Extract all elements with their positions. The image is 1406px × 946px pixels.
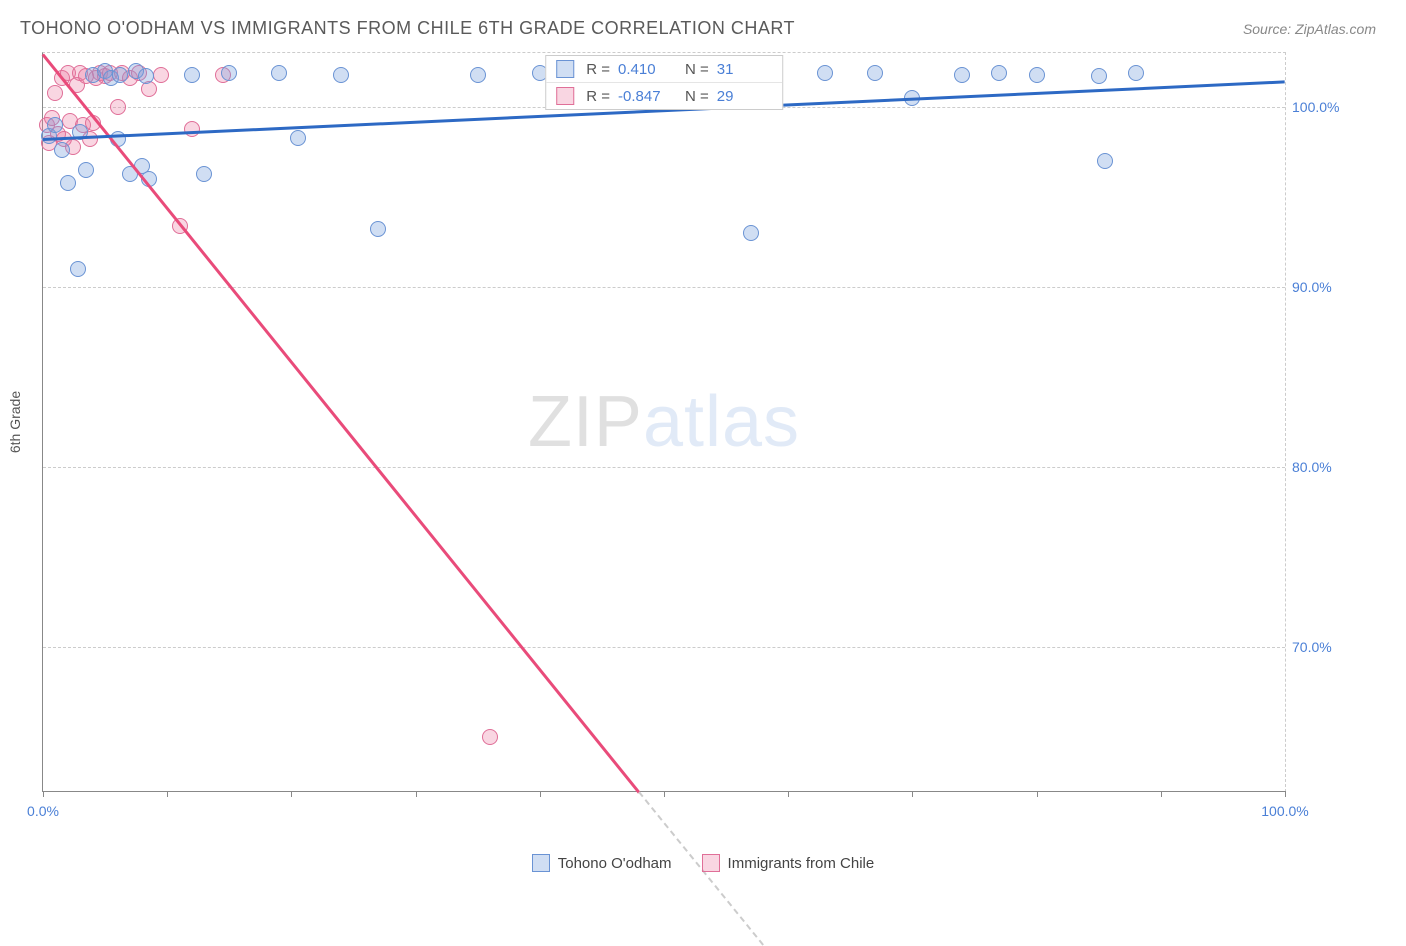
watermark: ZIPatlas: [528, 381, 800, 463]
point-series-a: [138, 68, 154, 84]
legend-label-a: Tohono O'odham: [558, 855, 672, 872]
x-tick: [1285, 791, 1286, 797]
legend-item-b: Immigrants from Chile: [702, 854, 875, 872]
point-series-a: [78, 162, 94, 178]
x-tick: [788, 791, 789, 797]
point-series-a: [991, 65, 1007, 81]
gridline: [43, 647, 1285, 648]
point-series-a: [1128, 65, 1144, 81]
point-series-b: [153, 67, 169, 83]
point-series-b: [110, 99, 126, 115]
point-series-a: [221, 65, 237, 81]
point-series-a: [60, 175, 76, 191]
x-tick-label-left: 0.0%: [27, 803, 59, 819]
point-series-a: [470, 67, 486, 83]
point-series-a: [1097, 153, 1113, 169]
stats-row-a: R = 0.410 N = 31: [546, 56, 782, 82]
point-series-b: [482, 729, 498, 745]
point-series-a: [47, 117, 63, 133]
y-tick-label: 90.0%: [1292, 279, 1377, 295]
x-tick-label-right: 100.0%: [1261, 803, 1308, 819]
gridline: [43, 467, 1285, 468]
point-series-b: [47, 85, 63, 101]
point-series-a: [271, 65, 287, 81]
point-series-a: [184, 67, 200, 83]
y-tick-label: 80.0%: [1292, 459, 1377, 475]
source-attribution: Source: ZipAtlas.com: [1243, 21, 1376, 37]
swatch-b-icon: [556, 87, 574, 105]
r-label: R =: [586, 61, 610, 78]
n-value-b: 29: [717, 88, 772, 105]
swatch-b-icon: [702, 854, 720, 872]
n-label: N =: [685, 88, 709, 105]
x-tick: [167, 791, 168, 797]
x-tick: [664, 791, 665, 797]
swatch-a-icon: [532, 854, 550, 872]
stats-row-b: R = -0.847 N = 29: [546, 82, 782, 109]
y-tick-label: 100.0%: [1292, 99, 1377, 115]
point-series-a: [1029, 67, 1045, 83]
r-label: R =: [586, 88, 610, 105]
n-label: N =: [685, 61, 709, 78]
x-tick: [1037, 791, 1038, 797]
x-tick: [1161, 791, 1162, 797]
r-value-a: 0.410: [618, 61, 673, 78]
swatch-a-icon: [556, 60, 574, 78]
point-series-a: [70, 261, 86, 277]
y-tick-label: 70.0%: [1292, 639, 1377, 655]
point-series-b: [184, 121, 200, 137]
chart-title: TOHONO O'ODHAM VS IMMIGRANTS FROM CHILE …: [20, 18, 795, 39]
point-series-a: [333, 67, 349, 83]
point-series-a: [112, 67, 128, 83]
r-value-b: -0.847: [618, 88, 673, 105]
plot-area: 6th Grade ZIPatlas R = 0.410 N = 31 R = …: [42, 52, 1286, 792]
x-tick: [912, 791, 913, 797]
chart-container: 6th Grade ZIPatlas R = 0.410 N = 31 R = …: [42, 52, 1386, 822]
legend-item-a: Tohono O'odham: [532, 854, 672, 872]
x-tick: [43, 791, 44, 797]
point-series-a: [743, 225, 759, 241]
x-tick: [540, 791, 541, 797]
point-series-a: [1091, 68, 1107, 84]
point-series-a: [370, 221, 386, 237]
x-tick: [416, 791, 417, 797]
point-series-a: [867, 65, 883, 81]
trend-line: [42, 53, 640, 793]
point-series-a: [817, 65, 833, 81]
series-legend: Tohono O'odham Immigrants from Chile: [0, 854, 1406, 872]
point-series-a: [54, 142, 70, 158]
point-series-a: [196, 166, 212, 182]
n-value-a: 31: [717, 61, 772, 78]
point-series-a: [954, 67, 970, 83]
x-tick: [291, 791, 292, 797]
y-axis-title: 6th Grade: [7, 391, 23, 453]
stats-legend: R = 0.410 N = 31 R = -0.847 N = 29: [545, 55, 783, 110]
point-series-a: [290, 130, 306, 146]
legend-label-b: Immigrants from Chile: [728, 855, 875, 872]
